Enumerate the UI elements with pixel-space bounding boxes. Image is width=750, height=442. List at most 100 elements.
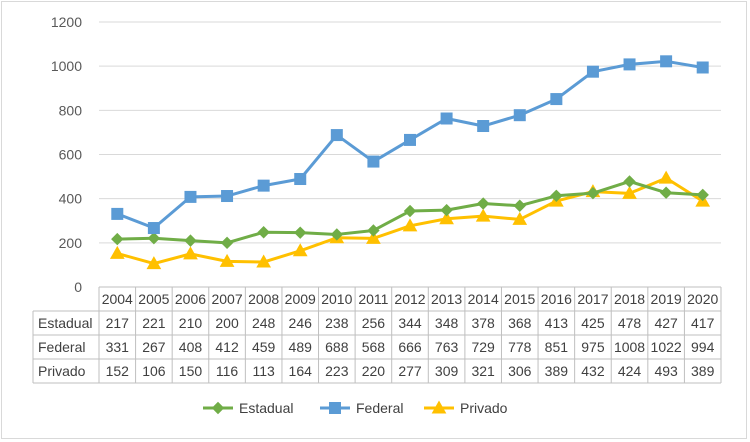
data-point-estadual: [623, 175, 636, 188]
x-tick-label: 2010: [321, 291, 352, 307]
table-value: 106: [142, 363, 166, 379]
y-tick-label: 0: [74, 279, 82, 295]
data-point-estadual: [111, 232, 124, 246]
table-value: 277: [398, 363, 422, 379]
data-point-estadual: [220, 236, 234, 250]
data-point-privado: [183, 246, 198, 260]
data-point-federal: [440, 112, 453, 125]
data-point-federal: [147, 222, 160, 235]
data-point-privado: [402, 218, 418, 232]
data-point-privado: [658, 170, 674, 184]
x-tick-label: 2011: [358, 291, 388, 307]
x-tick-label: 2020: [687, 291, 718, 307]
table-value: 348: [435, 315, 459, 331]
table-value: 851: [545, 339, 569, 355]
table-value: 267: [142, 339, 166, 355]
data-point-estadual: [586, 186, 600, 200]
table-value: 200: [215, 315, 239, 331]
data-point-estadual: [184, 234, 197, 247]
table-value: 413: [545, 315, 569, 331]
data-point-federal: [513, 109, 526, 122]
data-point-federal: [696, 61, 709, 74]
table-value: 568: [362, 339, 386, 355]
x-tick-label: 2004: [102, 291, 133, 307]
table-value: 152: [106, 363, 130, 379]
table-value: 489: [289, 339, 313, 355]
data-point-estadual: [659, 186, 673, 199]
data-point-federal: [367, 155, 380, 168]
data-point-federal: [184, 190, 197, 203]
table-value: 666: [398, 339, 422, 355]
table-value: 309: [435, 363, 459, 379]
y-tick-label: 1000: [51, 58, 82, 74]
table-value: 763: [435, 339, 459, 355]
table-value: 478: [618, 315, 642, 331]
table-value: 432: [581, 363, 605, 379]
legend-marker: [431, 400, 447, 414]
data-point-privado: [146, 256, 162, 270]
table-value: 306: [508, 363, 532, 379]
data-point-federal: [550, 93, 563, 106]
x-tick-label: 2013: [431, 291, 462, 307]
data-point-federal: [623, 58, 636, 71]
table-series-label: Estadual: [38, 315, 92, 331]
table-value: 408: [179, 339, 203, 355]
data-point-federal: [257, 179, 270, 192]
x-tick-label: 2012: [394, 291, 425, 307]
table-value: 1022: [651, 339, 682, 355]
table-value: 424: [618, 363, 642, 379]
table-series-label: Federal: [38, 339, 85, 355]
table-value: 994: [691, 339, 715, 355]
legend-marker: [329, 402, 341, 414]
data-point-privado: [366, 230, 381, 244]
data-point-estadual: [696, 188, 709, 202]
data-point-estadual: [513, 199, 526, 212]
y-tick-label: 400: [59, 191, 83, 207]
x-tick-label: 2009: [285, 291, 316, 307]
data-point-privado: [292, 243, 308, 257]
table-value: 425: [581, 315, 605, 331]
data-point-federal: [660, 55, 673, 68]
table-value: 164: [289, 363, 313, 379]
data-point-federal: [221, 190, 234, 203]
x-tick-label: 2016: [541, 291, 572, 307]
data-point-federal: [111, 207, 124, 220]
data-point-federal: [586, 65, 599, 78]
data-point-federal: [294, 173, 307, 186]
table-value: 256: [362, 315, 386, 331]
data-point-estadual: [330, 228, 344, 241]
table-value: 459: [252, 339, 276, 355]
table-value: 113: [252, 363, 275, 379]
table-value: 389: [691, 363, 715, 379]
x-tick-label: 2008: [248, 291, 279, 307]
x-tick-label: 2006: [175, 291, 206, 307]
data-point-privado: [475, 208, 491, 222]
table-value: 344: [398, 315, 422, 331]
table-value: 378: [471, 315, 495, 331]
y-tick-label: 600: [59, 147, 83, 163]
x-tick-label: 2018: [614, 291, 645, 307]
data-point-estadual: [550, 189, 563, 203]
data-point-federal: [404, 133, 416, 146]
data-point-privado: [219, 253, 235, 267]
table-value: 223: [325, 363, 349, 379]
data-point-privado: [109, 245, 125, 259]
x-tick-label: 2019: [651, 291, 682, 307]
x-tick-label: 2014: [468, 291, 499, 307]
table-value: 778: [508, 339, 532, 355]
table-value: 368: [508, 315, 532, 331]
data-point-estadual: [476, 197, 490, 210]
table-value: 116: [216, 363, 239, 379]
table-value: 412: [215, 339, 239, 355]
table-value: 975: [581, 339, 605, 355]
table-value: 248: [252, 315, 276, 331]
legend-marker: [211, 401, 225, 415]
y-tick-label: 800: [59, 102, 83, 118]
table-value: 238: [325, 315, 349, 331]
data-point-privado: [439, 211, 454, 225]
data-point-privado: [512, 211, 528, 225]
data-point-estadual: [147, 231, 161, 245]
table-value: 321: [471, 363, 495, 379]
